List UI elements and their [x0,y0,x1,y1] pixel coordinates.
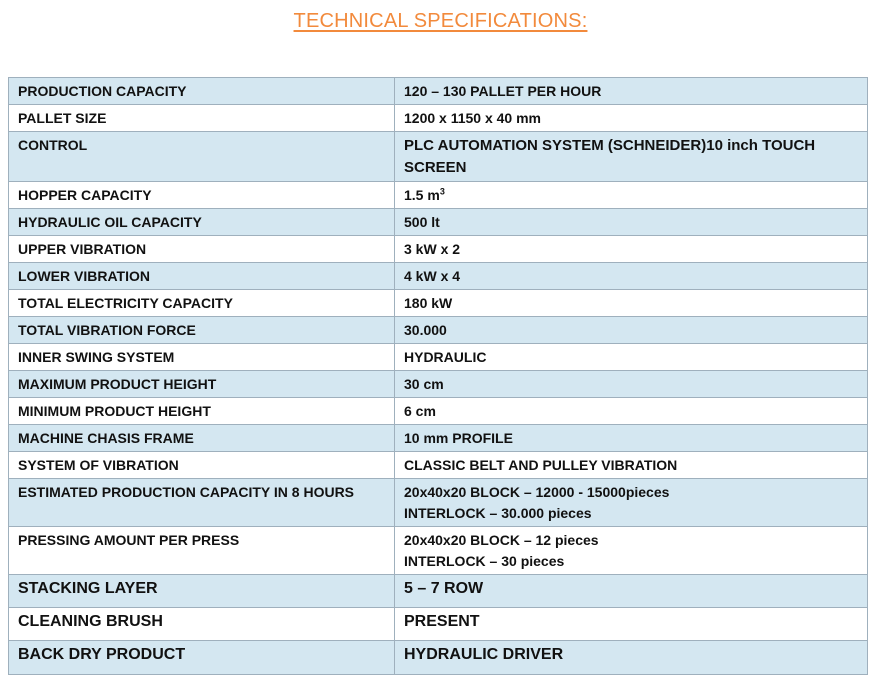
spec-label: STACKING LAYER [8,574,395,608]
spec-value: 30.000 [394,316,868,344]
table-row: PRODUCTION CAPACITY 120 – 130 PALLET PER… [8,77,868,105]
spec-label: MAXIMUM PRODUCT HEIGHT [8,370,395,398]
spec-value: 1200 x 1150 x 40 mm [394,104,868,132]
spec-label: PRESSING AMOUNT PER PRESS [8,526,395,575]
spec-value: 3 kW x 2 [394,235,868,263]
table-row: HOPPER CAPACITY 1.5 m3 [8,181,868,209]
spec-label: LOWER VIBRATION [8,262,395,290]
table-row: LOWER VIBRATION 4 kW x 4 [8,262,868,290]
spec-label: PALLET SIZE [8,104,395,132]
spec-value: PLC AUTOMATION SYSTEM (SCHNEIDER)10 inch… [394,131,868,182]
table-row: PALLET SIZE 1200 x 1150 x 40 mm [8,104,868,132]
table-row: TOTAL VIBRATION FORCE 30.000 [8,316,868,344]
spec-label: MACHINE CHASIS FRAME [8,424,395,452]
spec-label: BACK DRY PRODUCT [8,640,395,675]
spec-value: 30 cm [394,370,868,398]
spec-label: PRODUCTION CAPACITY [8,77,395,105]
spec-value: 20x40x20 BLOCK – 12000 - 15000pieces INT… [394,478,868,527]
table-row: MINIMUM PRODUCT HEIGHT 6 cm [8,397,868,425]
table-row: BACK DRY PRODUCT HYDRAULIC DRIVER [8,640,868,675]
spec-label: CLEANING BRUSH [8,607,395,641]
spec-label: INNER SWING SYSTEM [8,343,395,371]
spec-value: HYDRAULIC DRIVER [394,640,868,675]
table-row: CLEANING BRUSH PRESENT [8,607,868,641]
table-row: SYSTEM OF VIBRATION CLASSIC BELT AND PUL… [8,451,868,479]
spec-label: MINIMUM PRODUCT HEIGHT [8,397,395,425]
spec-value-line: INTERLOCK – 30.000 pieces [404,505,592,521]
table-row: MAXIMUM PRODUCT HEIGHT 30 cm [8,370,868,398]
table-row: INNER SWING SYSTEM HYDRAULIC [8,343,868,371]
spec-label: HOPPER CAPACITY [8,181,395,209]
spec-value: 10 mm PROFILE [394,424,868,452]
spec-value-line: 20x40x20 BLOCK – 12000 - 15000pieces [404,484,670,500]
table-row: MACHINE CHASIS FRAME 10 mm PROFILE [8,424,868,452]
spec-value-line: 20x40x20 BLOCK – 12 pieces [404,532,599,548]
spec-value: CLASSIC BELT AND PULLEY VIBRATION [394,451,868,479]
spec-value-line: INTERLOCK – 30 pieces [404,553,565,569]
spec-value: 1.5 m3 [394,181,868,209]
table-row: ESTIMATED PRODUCTION CAPACITY IN 8 HOURS… [8,478,868,527]
spec-value-text: 1.5 m [404,187,440,203]
page-title: TECHNICAL SPECIFICATIONS: [293,10,588,32]
spec-label: TOTAL ELECTRICITY CAPACITY [8,289,395,317]
table-row: TOTAL ELECTRICITY CAPACITY 180 kW [8,289,868,317]
spec-value: PRESENT [394,607,868,641]
spec-label: CONTROL [8,131,395,182]
spec-value: 20x40x20 BLOCK – 12 pieces INTERLOCK – 3… [394,526,868,575]
spec-label: HYDRAULIC OIL CAPACITY [8,208,395,236]
table-row: PRESSING AMOUNT PER PRESS 20x40x20 BLOCK… [8,526,868,575]
spec-label: SYSTEM OF VIBRATION [8,451,395,479]
spec-value: 5 – 7 ROW [394,574,868,608]
technical-specifications-table: PRODUCTION CAPACITY 120 – 130 PALLET PER… [8,77,868,675]
table-row: UPPER VIBRATION 3 kW x 2 [8,235,868,263]
table-row: CONTROL PLC AUTOMATION SYSTEM (SCHNEIDER… [8,131,868,182]
table-row: HYDRAULIC OIL CAPACITY 500 lt [8,208,868,236]
spec-value: HYDRAULIC [394,343,868,371]
spec-value: 120 – 130 PALLET PER HOUR [394,77,868,105]
table-row: STACKING LAYER 5 – 7 ROW [8,574,868,608]
superscript: 3 [439,186,445,197]
spec-value: 6 cm [394,397,868,425]
spec-value: 180 kW [394,289,868,317]
spec-value: 500 lt [394,208,868,236]
spec-label: UPPER VIBRATION [8,235,395,263]
spec-label: ESTIMATED PRODUCTION CAPACITY IN 8 HOURS [8,478,395,527]
spec-label: TOTAL VIBRATION FORCE [8,316,395,344]
spec-value: 4 kW x 4 [394,262,868,290]
